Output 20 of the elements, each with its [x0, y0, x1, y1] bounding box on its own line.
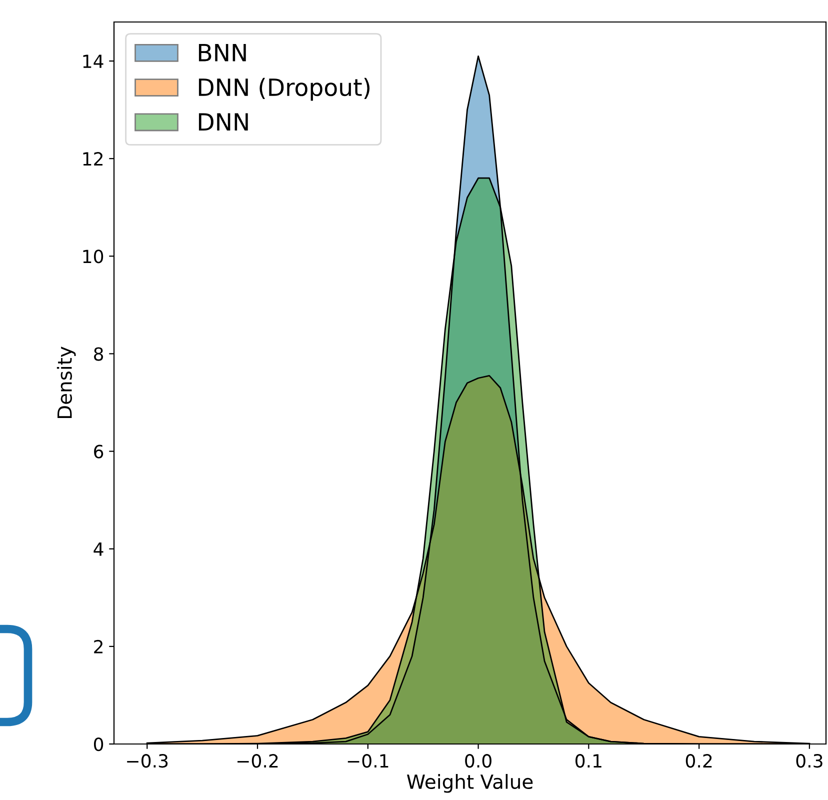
y-tick-label: 2 — [94, 640, 102, 654]
x-tick-label: 0.2 — [686, 754, 712, 768]
y-tick-label: 12 — [83, 152, 102, 166]
y-tick-label: 8 — [94, 347, 104, 361]
y-tick-label: 0 — [94, 737, 104, 752]
y-tick-label: 10 — [83, 250, 104, 264]
y-axis-title: Density — [56, 346, 76, 418]
y-tick-label: 14 — [83, 54, 104, 68]
x-tick-label: 0.0 — [465, 754, 492, 768]
x-tick-label: 0.3 — [796, 754, 822, 768]
x-tick-label: −0.3 — [127, 754, 168, 768]
x-tick-label: −0.2 — [237, 754, 278, 768]
legend-label: DNN (Dropout) — [198, 78, 370, 101]
x-tick-label: −0.1 — [348, 754, 388, 768]
legend-label: BNN — [198, 44, 246, 62]
y-tick-label: 6 — [94, 444, 104, 458]
y-tick-label: 4 — [94, 542, 104, 556]
x-tick-label: 0.1 — [576, 754, 602, 768]
legend-label: DNN — [198, 113, 248, 131]
x-axis-title: Weight Value — [406, 774, 533, 793]
